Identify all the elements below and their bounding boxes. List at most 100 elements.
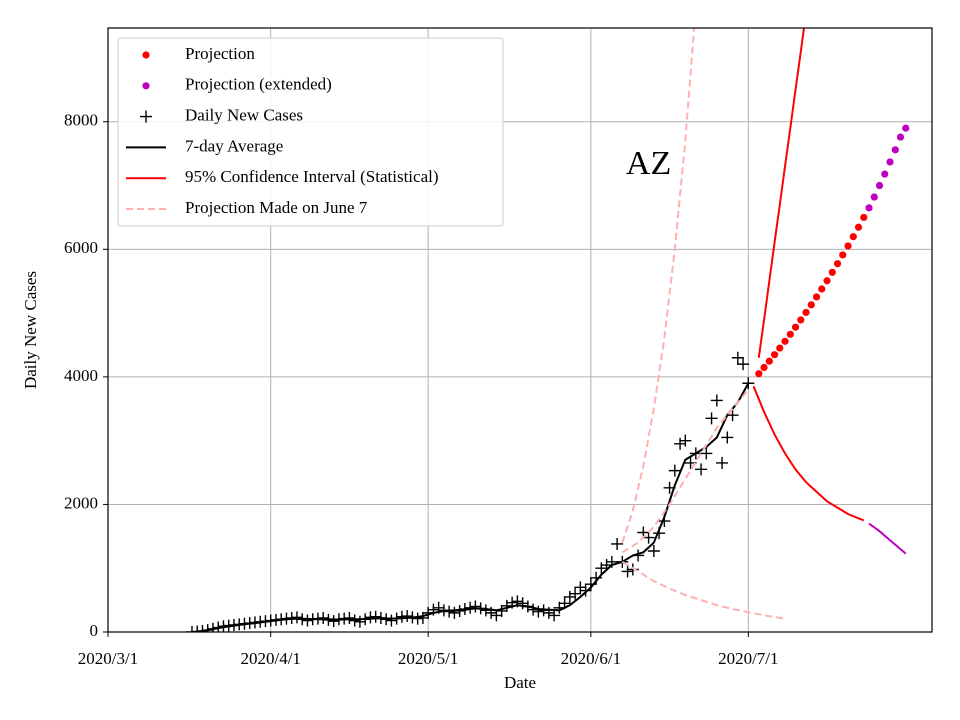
case-marker	[416, 611, 429, 624]
legend-label: 7-day Average	[185, 136, 283, 155]
projection-dot	[802, 308, 810, 317]
legend-box	[117, 37, 504, 227]
case-marker	[185, 626, 198, 632]
projection-dot	[875, 181, 884, 190]
y-axis-label: Daily New Cases	[21, 271, 40, 389]
case-marker	[317, 611, 330, 624]
projection-dot	[781, 337, 789, 345]
case-marker	[674, 437, 687, 450]
projection-dot	[844, 242, 852, 250]
case-marker	[532, 605, 545, 618]
projection-dot	[870, 193, 878, 201]
projection-dot	[791, 323, 800, 331]
case-marker	[726, 409, 739, 422]
x-tick-label: 2020/3/1	[78, 649, 138, 668]
case-marker	[516, 597, 529, 610]
projection-dot	[896, 133, 905, 141]
case-marker	[737, 358, 750, 371]
series-line	[621, 28, 696, 544]
projection-dot	[854, 223, 863, 231]
projection-dot	[886, 158, 894, 166]
projection-dot	[818, 285, 826, 293]
case-marker	[742, 377, 755, 390]
case-marker	[668, 464, 681, 477]
case-marker	[469, 600, 482, 613]
case-marker	[343, 611, 356, 624]
projection-dot	[765, 357, 773, 365]
projection-dot	[881, 170, 889, 178]
case-marker	[290, 611, 303, 624]
case-marker	[401, 610, 414, 623]
case-marker	[548, 609, 561, 622]
case-marker	[353, 615, 366, 628]
annotation: AZ	[626, 145, 671, 182]
projection-dot	[823, 277, 831, 285]
case-marker	[574, 581, 587, 594]
projection-dot	[849, 233, 857, 241]
case-marker	[569, 587, 582, 600]
projection-dot	[776, 344, 784, 352]
case-marker	[695, 463, 708, 476]
projection-dot	[860, 213, 868, 222]
projection-dot	[812, 293, 821, 301]
case-marker	[611, 537, 624, 550]
legend-label: 95% Confidence Interval (Statistical)	[185, 167, 439, 186]
projection-dot	[786, 330, 794, 338]
projection-dot	[807, 301, 815, 309]
case-marker	[563, 590, 576, 603]
projection-dot	[828, 268, 836, 276]
x-tick-label: 2020/7/1	[718, 649, 778, 668]
y-tick-label: 8000	[64, 111, 98, 130]
legend-label: Projection	[185, 44, 255, 63]
legend-plus	[140, 110, 152, 123]
case-marker	[579, 584, 592, 597]
case-marker	[448, 606, 461, 619]
series-line	[757, 28, 806, 358]
projection-dot	[797, 316, 805, 324]
case-marker	[595, 562, 608, 575]
case-marker	[385, 614, 398, 627]
legend-label: Daily New Cases	[185, 106, 303, 125]
case-marker	[721, 431, 734, 444]
case-marker	[301, 614, 314, 627]
case-marker	[716, 456, 729, 469]
projection-dot	[760, 363, 768, 372]
projection-dot	[902, 124, 910, 132]
case-marker	[710, 394, 723, 407]
legend-dot	[142, 51, 150, 59]
projection-dot	[755, 370, 763, 378]
y-tick-label: 0	[90, 621, 99, 640]
y-tick-label: 4000	[64, 366, 98, 385]
series-line	[752, 386, 865, 522]
projection-dot	[865, 204, 873, 212]
legend-dot	[142, 82, 150, 90]
case-marker	[700, 447, 713, 460]
case-marker	[348, 614, 361, 627]
x-tick-label: 2020/4/1	[240, 649, 300, 668]
projection-dot	[770, 351, 779, 359]
legend: Projection Projection (extended) Daily New…	[117, 37, 504, 227]
legend-label: Projection (extended)	[185, 75, 332, 94]
projection-dot	[833, 260, 842, 268]
legend-label: Projection Made on June 7	[185, 198, 368, 217]
case-marker	[647, 544, 660, 557]
plot-frame	[107, 27, 933, 633]
case-marker	[705, 412, 718, 425]
case-marker	[327, 615, 340, 628]
y-tick-label: 6000	[64, 238, 98, 257]
x-tick-label: 2020/6/1	[561, 649, 621, 668]
case-marker	[642, 531, 655, 544]
axes: 0 2000 4000 6000 8000 2020/3/1 2020/4/1 2020/5/…	[64, 111, 779, 668]
series-line	[868, 522, 907, 555]
x-axis-label: Date	[504, 673, 536, 692]
series-line	[191, 382, 750, 632]
plot-area	[185, 28, 910, 632]
case-marker	[731, 351, 744, 364]
y-tick-label: 2000	[64, 493, 98, 512]
series-line	[621, 388, 750, 554]
case-marker	[369, 610, 382, 623]
case-marker	[621, 565, 634, 578]
x-tick-label: 2020/5/1	[398, 649, 458, 668]
projection-dot	[891, 146, 899, 154]
